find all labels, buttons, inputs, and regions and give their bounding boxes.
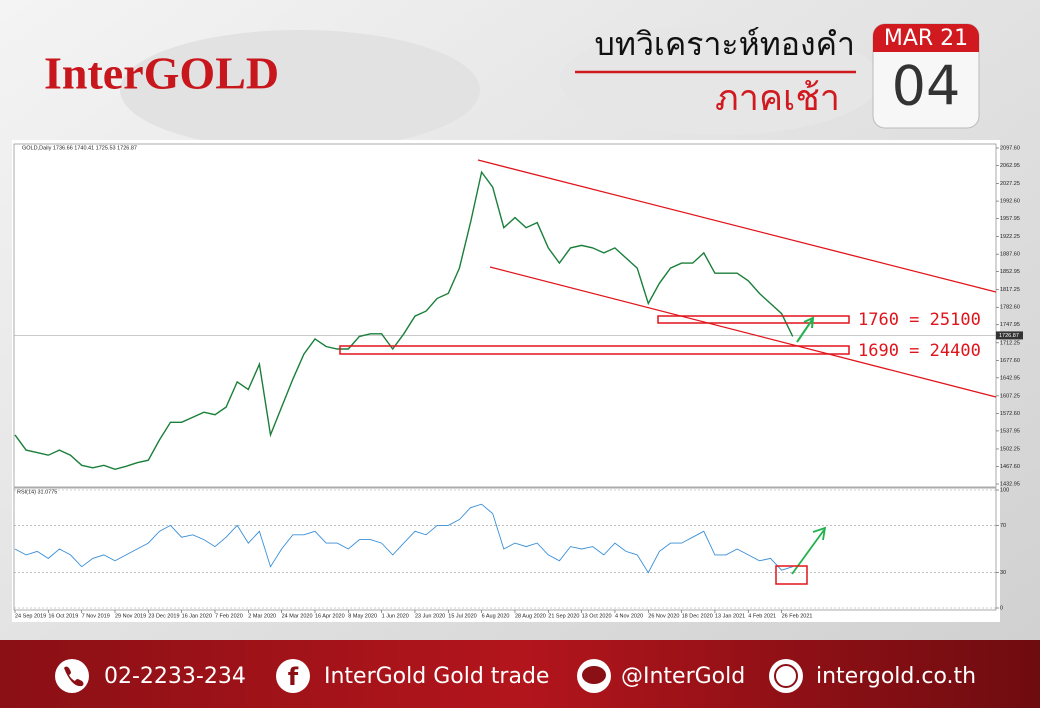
y-tick-label: 1957.95 (1000, 216, 1020, 222)
x-tick-label: 4 Nov 2020 (615, 613, 643, 619)
annotation: 1760 = 25100 (858, 310, 981, 330)
y-tick-label: 1467.60 (1000, 464, 1020, 470)
calendar-day: 04 (892, 55, 961, 118)
zone-box (775, 565, 808, 585)
last-price-box (996, 331, 1023, 340)
y-tick-label: 1782.60 (1000, 305, 1020, 311)
x-tick-label: 1 Jun 2020 (382, 613, 409, 619)
y-tick-label: 1747.95 (1000, 322, 1020, 328)
y-tick-label: 70 (1000, 523, 1006, 529)
x-tick-label: 16 Apr 2020 (315, 613, 345, 619)
last-price-label: 1726.87 (999, 333, 1019, 339)
map-shape (560, 25, 880, 135)
chart-panel (12, 140, 1000, 622)
brand-logo: InterGOLD (44, 48, 279, 99)
x-tick-label: 7 Nov 2019 (82, 613, 110, 619)
y-tick-label: 2097.60 (1000, 145, 1020, 151)
subtitle: ภาคเช้า (715, 78, 840, 119)
x-tick-label: 2 Mar 2020 (248, 613, 276, 619)
facebook-name[interactable]: InterGold Gold trade (324, 664, 549, 689)
price-line (14, 170, 794, 471)
title: บทวิเคราะห์ทองคำ (595, 25, 855, 63)
map-shape (120, 30, 480, 150)
x-tick-label: 16 Jan 2020 (182, 613, 212, 619)
x-tick-label: 28 Aug 2020 (515, 613, 546, 619)
facebook-glyph: f (288, 663, 299, 691)
globe-icon (769, 659, 803, 693)
phone-glyph (64, 666, 84, 687)
channel-bottom (489, 266, 997, 398)
analysis-drawings (339, 159, 997, 585)
y-tick-label: 1887.60 (1000, 252, 1020, 258)
y-tick-label: 1642.95 (1000, 375, 1020, 381)
up-arrow (796, 316, 815, 343)
price-frame (13, 143, 997, 488)
x-tick-label: 26 Feb 2021 (782, 613, 813, 619)
line-glyph (582, 666, 606, 684)
calendar-month: MAR 21 (884, 26, 968, 51)
y-tick-label: 1712.25 (1000, 340, 1020, 346)
x-tick-label: 23 Jun 2020 (415, 613, 445, 619)
phone-number[interactable]: 02-2233-234 (104, 664, 246, 689)
x-tick-label: 24 Sep 2019 (15, 613, 46, 619)
y-tick-label: 1992.60 (1000, 199, 1020, 205)
y-tick-label: 100 (1000, 487, 1009, 493)
y-tick-label: 1922.25 (1000, 234, 1020, 240)
x-tick-label: 4 Feb 2021 (748, 613, 776, 619)
y-tick-label: 1572.60 (1000, 411, 1020, 417)
rsi-line (14, 503, 793, 574)
x-tick-label: 13 Jan 2021 (715, 613, 745, 619)
rsi-frame (13, 487, 997, 611)
calendar-top (873, 24, 979, 52)
zone-box (657, 315, 850, 324)
footer (0, 640, 1040, 708)
x-tick-label: 24 Mar 2020 (282, 613, 313, 619)
facebook-icon (276, 659, 310, 693)
x-tick-label: 23 Dec 2019 (148, 613, 179, 619)
y-tick-label: 2027.25 (1000, 181, 1020, 187)
website[interactable]: intergold.co.th (816, 664, 976, 689)
x-tick-label: 26 Nov 2020 (648, 613, 679, 619)
channel-top (477, 159, 997, 293)
phone-icon (55, 659, 89, 693)
rsi-title: RSI(14) 31.0775 (17, 489, 57, 495)
price-title: GOLD,Daily 1736.66 1740.41 1725.53 1726.… (22, 145, 137, 151)
x-tick-label: 18 Dec 2020 (682, 613, 713, 619)
x-tick-label: 16 Oct 2019 (48, 613, 78, 619)
y-tick-label: 1432.95 (1000, 481, 1020, 487)
line-id[interactable]: @InterGold (621, 664, 745, 689)
y-tick-label: 30 (1000, 570, 1006, 576)
y-tick-label: 1502.25 (1000, 446, 1020, 452)
y-tick-label: 1537.95 (1000, 428, 1020, 434)
x-tick-label: 15 Jul 2020 (448, 613, 476, 619)
y-tick-label: 1852.95 (1000, 269, 1020, 275)
x-tick-label: 8 May 2020 (348, 613, 377, 619)
y-tick-label: 1607.25 (1000, 393, 1020, 399)
x-tick-label: 21 Sep 2020 (548, 613, 579, 619)
x-tick-label: 6 Aug 2020 (482, 613, 510, 619)
x-tick-label: 29 Nov 2019 (115, 613, 146, 619)
globe-glyph (774, 664, 798, 688)
x-tick-label: 7 Feb 2020 (215, 613, 243, 619)
y-tick-label: 1677.60 (1000, 358, 1020, 364)
x-tick-label: 13 Oct 2020 (582, 613, 612, 619)
zone-box (339, 345, 850, 355)
annotation: 1690 = 24400 (858, 341, 981, 361)
y-tick-label: 1817.25 (1000, 287, 1020, 293)
y-tick-label: 0 (1000, 605, 1003, 611)
y-tick-label: 2062.95 (1000, 163, 1020, 169)
